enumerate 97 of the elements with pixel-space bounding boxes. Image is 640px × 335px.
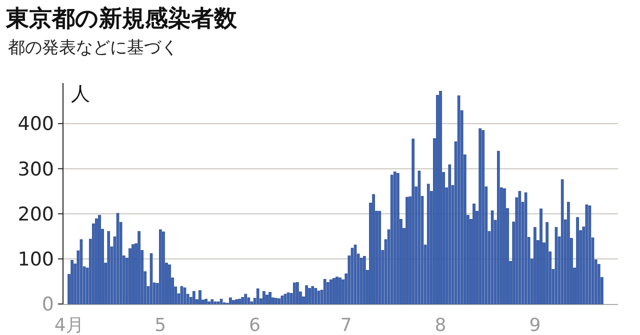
bar <box>560 179 564 304</box>
bar <box>208 302 210 304</box>
chart-title: 東京都の新規感染者数 <box>5 5 238 32</box>
bar <box>496 150 500 304</box>
bar <box>286 292 290 304</box>
x-tick-label: 5 <box>154 315 166 335</box>
x-tick-label: 9 <box>529 315 541 335</box>
bar <box>168 264 171 304</box>
bar <box>363 256 366 304</box>
y-tick-label: 0 <box>42 294 54 316</box>
bar <box>266 294 268 304</box>
bar <box>183 288 186 304</box>
bar <box>278 298 281 304</box>
bar <box>426 184 430 304</box>
bar <box>360 258 363 304</box>
x-tick-label: 7 <box>340 315 352 335</box>
bar <box>406 196 408 304</box>
bar <box>138 231 140 304</box>
y-tick-label: 200 <box>18 203 54 226</box>
chart-subtitle: 都の発表などに基づく <box>8 38 178 58</box>
bar <box>490 210 494 304</box>
bar <box>241 297 244 304</box>
bar <box>378 210 382 304</box>
bar <box>439 90 442 304</box>
bar <box>524 192 528 304</box>
bar <box>372 194 375 304</box>
bar <box>150 253 153 304</box>
bar <box>576 217 579 304</box>
bar <box>448 164 452 304</box>
bar <box>317 290 320 304</box>
bar <box>330 279 332 304</box>
bar <box>588 205 592 304</box>
bar <box>540 208 542 304</box>
bar <box>305 285 308 304</box>
bar <box>567 202 570 304</box>
bar <box>390 174 394 304</box>
bar <box>418 170 421 304</box>
bar <box>216 302 220 304</box>
bar <box>244 294 248 304</box>
bar <box>274 298 278 304</box>
bar <box>116 213 120 304</box>
bar <box>162 232 165 304</box>
bar <box>180 286 184 304</box>
bar <box>585 204 588 304</box>
bar <box>472 204 476 304</box>
bar <box>554 227 558 304</box>
bar <box>214 302 217 304</box>
bar <box>128 248 132 304</box>
bar <box>220 298 223 304</box>
bar <box>308 288 311 304</box>
bar <box>478 128 482 304</box>
y-axis-title: 人 <box>71 83 90 105</box>
y-tick-label: 100 <box>18 248 54 271</box>
bar <box>314 288 318 304</box>
bar <box>457 95 460 304</box>
bar <box>232 300 235 304</box>
bar <box>210 299 214 304</box>
bar <box>546 222 548 304</box>
bar <box>292 282 296 304</box>
bar <box>229 297 232 304</box>
bar <box>70 260 74 304</box>
x-tick-label: 4月 <box>54 315 84 335</box>
bar <box>80 239 83 304</box>
bar <box>393 172 396 304</box>
bar <box>198 290 202 304</box>
bar <box>238 298 241 304</box>
bar <box>280 296 284 304</box>
bar <box>503 188 506 304</box>
bar <box>268 292 272 304</box>
bar <box>332 278 336 304</box>
bar <box>107 231 110 304</box>
x-tick-label: 6 <box>249 315 261 335</box>
bar <box>262 291 266 304</box>
bar <box>95 218 98 304</box>
x-tick-label: 8 <box>434 315 446 335</box>
bar <box>323 278 326 304</box>
bar <box>518 191 522 304</box>
bar <box>326 282 330 304</box>
bar <box>311 286 314 304</box>
bar <box>350 248 354 304</box>
bar <box>534 227 536 304</box>
bar <box>247 297 250 304</box>
bar <box>256 288 260 304</box>
y-tick-label: 300 <box>18 158 54 180</box>
bar <box>396 173 400 304</box>
bar <box>284 294 287 304</box>
bar <box>204 298 208 304</box>
bar <box>412 138 415 304</box>
bar <box>482 130 485 304</box>
bar <box>354 244 357 304</box>
bar <box>235 299 238 304</box>
y-tick-label: 400 <box>18 113 54 136</box>
bar <box>250 302 254 304</box>
bar <box>159 229 162 304</box>
bar <box>192 291 196 304</box>
bar <box>338 278 342 304</box>
bar <box>296 282 299 304</box>
